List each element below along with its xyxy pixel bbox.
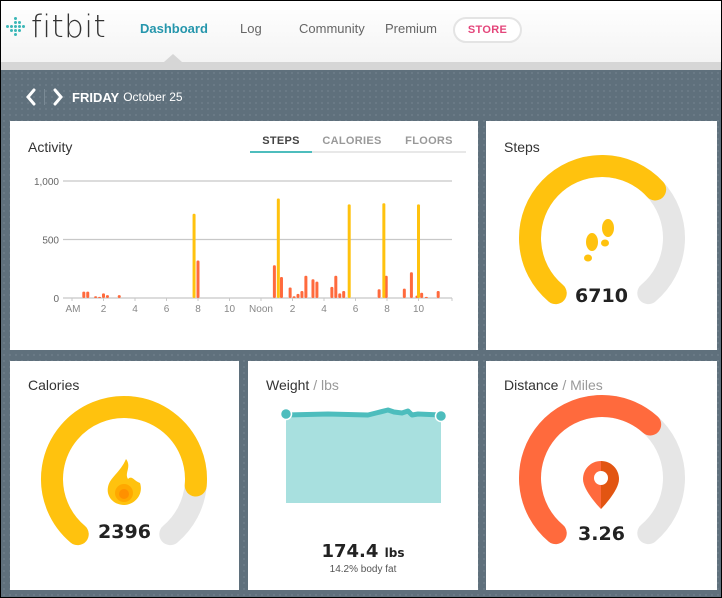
distance-label: Distance — [504, 377, 559, 393]
calories-title: Calories — [28, 377, 80, 393]
svg-text:0: 0 — [53, 294, 59, 305]
steps-gauge — [519, 155, 685, 305]
date-label: October 25 — [123, 90, 183, 104]
steps-title: Steps — [504, 139, 540, 155]
calories-gauge — [41, 396, 207, 546]
svg-text:AM: AM — [66, 304, 81, 315]
calories-value: 2396 — [98, 521, 151, 543]
activity-bar-chart[interactable]: 0 500 1,000 AM 2 4 6 8 10 Noon 2 4 6 8 10 — [10, 121, 478, 350]
svg-text:500: 500 — [42, 236, 59, 247]
next-day-button[interactable] — [50, 87, 66, 107]
svg-text:10: 10 — [413, 304, 425, 315]
chevron-left-icon — [26, 88, 36, 106]
svg-text:4: 4 — [321, 304, 327, 315]
weight-value: 174.4 lbs — [248, 541, 478, 562]
svg-text:6: 6 — [353, 304, 359, 315]
footsteps-icon — [584, 219, 614, 262]
svg-text:2: 2 — [290, 304, 296, 315]
svg-text:10: 10 — [224, 304, 236, 315]
svg-text:8: 8 — [384, 304, 390, 315]
fitbit-logo[interactable]: fitbit — [5, 9, 106, 45]
weight-number: 174.4 — [321, 541, 379, 562]
svg-text:2: 2 — [101, 304, 107, 315]
tab-floors[interactable]: FLOORS — [405, 135, 453, 147]
steps-value: 6710 — [575, 285, 628, 307]
store-button[interactable]: STORE — [453, 17, 522, 43]
nav-dashboard[interactable]: Dashboard — [140, 21, 208, 36]
tab-calories[interactable]: CALORIES — [322, 135, 382, 147]
prev-day-button[interactable] — [23, 87, 39, 107]
day-label: FRIDAY — [72, 89, 120, 105]
svg-text:4: 4 — [132, 304, 138, 315]
svg-text:6: 6 — [164, 304, 170, 315]
nav-log[interactable]: Log — [240, 21, 262, 36]
weight-title: Weight / lbs — [266, 377, 339, 393]
body-fat-value: 14.2% body fat — [329, 564, 397, 575]
active-nav-indicator — [164, 54, 182, 62]
flame-icon — [107, 459, 141, 505]
tab-steps[interactable]: STEPS — [250, 135, 312, 153]
fitbit-dots-icon — [5, 16, 27, 38]
weight-label: Weight — [266, 377, 310, 393]
weight-trend-chart[interactable] — [248, 361, 478, 521]
distance-gauge — [519, 395, 685, 545]
svg-text:8: 8 — [195, 304, 201, 315]
weight-unit-label: / lbs — [309, 377, 339, 393]
nav-premium[interactable]: Premium — [385, 21, 438, 36]
calories-card[interactable]: Calories 2396 — [10, 361, 239, 590]
top-nav: fitbit Dashboard Log Community Premium S… — [1, 1, 721, 62]
distance-card[interactable]: Distance / Miles 3.26 — [486, 361, 717, 590]
date-navigator: FRIDAY October 25 — [23, 85, 183, 109]
activity-card[interactable]: Activity STEPS CALORIES FLOORS 0 500 1,000… — [10, 121, 478, 350]
weight-value-unit: lbs — [384, 546, 405, 560]
weight-card[interactable]: Weight / lbs 174.4 lbs 14.2% body fat — [248, 361, 478, 590]
distance-value: 3.26 — [578, 523, 625, 545]
steps-card[interactable]: Steps 6710 — [486, 121, 717, 350]
activity-tabs: STEPS CALORIES FLOORS — [250, 135, 466, 153]
arrow-divider — [44, 89, 45, 105]
svg-text:1,000: 1,000 — [34, 177, 59, 188]
distance-unit-label: / Miles — [558, 377, 603, 393]
nav-community[interactable]: Community — [299, 21, 365, 36]
activity-title: Activity — [28, 139, 73, 155]
logo-text: fitbit — [31, 9, 107, 45]
distance-title: Distance / Miles — [504, 377, 603, 393]
header-divider — [1, 62, 721, 70]
map-pin-icon — [583, 461, 619, 509]
svg-text:Noon: Noon — [249, 304, 273, 315]
chevron-right-icon — [53, 88, 63, 106]
